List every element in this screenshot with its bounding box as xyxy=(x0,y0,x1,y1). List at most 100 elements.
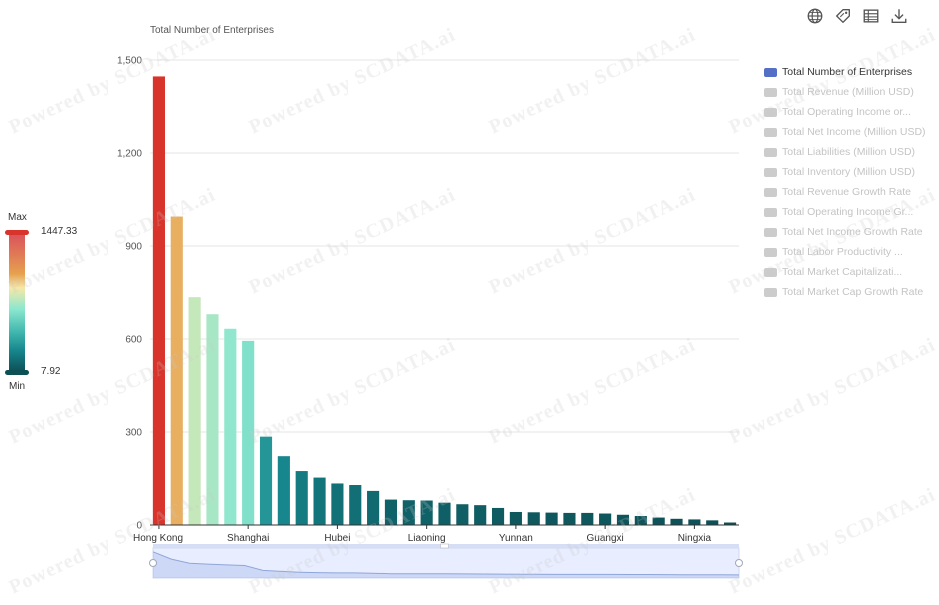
x-tick-label: Liaoning xyxy=(408,533,446,544)
legend-item[interactable]: Total Net Income (Million USD) xyxy=(764,122,926,142)
bar[interactable] xyxy=(545,512,558,525)
zoom-area xyxy=(153,551,739,578)
bar[interactable] xyxy=(563,512,576,525)
bar[interactable] xyxy=(491,507,505,525)
bar[interactable] xyxy=(331,483,344,525)
bar-series[interactable] xyxy=(152,76,737,526)
legend-item[interactable]: Total Net Income Growth Rate xyxy=(764,222,926,242)
bar[interactable] xyxy=(367,490,380,525)
zoom-left-handle[interactable] xyxy=(149,559,157,567)
visual-map: Max 1447.33 7.92 Min xyxy=(0,210,80,400)
tag-icon[interactable] xyxy=(833,6,853,26)
legend-swatch xyxy=(764,227,777,237)
visual-map-min-label: Min xyxy=(9,381,26,392)
bar[interactable] xyxy=(438,502,451,525)
bar[interactable] xyxy=(384,499,398,525)
bar[interactable] xyxy=(152,76,165,526)
legend-item[interactable]: Total Labor Productivity ... xyxy=(764,242,926,262)
legend-item[interactable]: Total Revenue (Million USD) xyxy=(764,82,926,102)
x-tick-label: Hong Kong xyxy=(133,533,183,544)
globe-icon[interactable] xyxy=(805,6,825,26)
bar[interactable] xyxy=(634,516,647,525)
bar[interactable] xyxy=(313,477,326,525)
legend-swatch xyxy=(764,187,777,197)
legend-item[interactable]: Total Market Capitalizati... xyxy=(764,262,926,282)
legend-label: Total Inventory (Million USD) xyxy=(782,166,916,178)
bar[interactable] xyxy=(277,456,290,525)
legend-label: Total Number of Enterprises xyxy=(782,66,913,78)
legend-item[interactable]: Total Operating Income Gr... xyxy=(764,202,926,222)
bar[interactable] xyxy=(242,340,255,525)
legend-label: Total Operating Income Gr... xyxy=(782,206,914,218)
y-tick-label: 1,200 xyxy=(117,149,142,160)
data-zoom-slider[interactable] xyxy=(149,543,743,579)
legend-swatch xyxy=(764,147,777,157)
x-tick-label: Yunnan xyxy=(499,533,533,544)
bar[interactable] xyxy=(456,504,469,525)
legend-swatch xyxy=(764,67,777,77)
grid-lines xyxy=(150,59,739,526)
bar[interactable] xyxy=(509,511,522,525)
legend-label: Total Market Capitalizati... xyxy=(782,266,903,278)
legend-label: Total Net Income Growth Rate xyxy=(782,226,923,238)
legend-label: Total Net Income (Million USD) xyxy=(782,126,926,138)
legend-item[interactable]: Total Liabilities (Million USD) xyxy=(764,142,926,162)
x-axis: Hong Kong Shanghai Hubei Liaoning Yunnan Guan… xyxy=(133,524,739,544)
bar[interactable] xyxy=(599,513,612,525)
zoom-window[interactable] xyxy=(152,547,740,579)
legend-label: Total Liabilities (Million USD) xyxy=(782,146,916,158)
download-icon[interactable] xyxy=(889,6,909,26)
legend-swatch xyxy=(764,127,777,137)
legend-swatch xyxy=(764,167,777,177)
y-tick-label: 900 xyxy=(125,242,142,253)
legend-item[interactable]: Total Number of Enterprises xyxy=(764,62,926,82)
y-tick-label: 600 xyxy=(125,335,142,346)
bar[interactable] xyxy=(652,517,665,525)
bar[interactable] xyxy=(206,314,219,525)
legend-label: Total Labor Productivity ... xyxy=(782,246,903,258)
bar[interactable] xyxy=(527,512,540,525)
bar[interactable] xyxy=(616,514,630,525)
legend-item[interactable]: Total Operating Income or... xyxy=(764,102,926,122)
visual-map-min-handle[interactable] xyxy=(5,370,29,375)
legend-label: Total Revenue (Million USD) xyxy=(782,86,914,98)
table-icon[interactable] xyxy=(861,6,881,26)
x-tick-label: Shanghai xyxy=(227,533,269,544)
bar[interactable] xyxy=(188,297,201,525)
zoom-move-handle[interactable] xyxy=(440,543,449,549)
bar[interactable] xyxy=(688,519,701,525)
bar[interactable] xyxy=(670,518,683,525)
legend-swatch xyxy=(764,287,777,297)
bar[interactable] xyxy=(224,328,237,525)
y-tick-label: 0 xyxy=(136,521,142,532)
legend-label: Total Market Cap Growth Rate xyxy=(782,286,924,298)
chart-title: Total Number of Enterprises xyxy=(150,25,274,36)
y-tick-label: 1,500 xyxy=(117,56,142,67)
zoom-right-handle[interactable] xyxy=(735,559,743,567)
bar[interactable] xyxy=(706,520,719,525)
bar[interactable] xyxy=(420,500,433,525)
bar[interactable] xyxy=(170,216,183,526)
legend-item[interactable]: Total Inventory (Million USD) xyxy=(764,162,926,182)
visual-map-max-value: 1447.33 xyxy=(41,226,78,237)
zoom-line xyxy=(152,551,740,576)
x-tick-label: Guangxi xyxy=(587,533,624,544)
legend-label: Total Revenue Growth Rate xyxy=(782,186,911,198)
legend-label: Total Operating Income or... xyxy=(782,106,911,118)
legend-swatch xyxy=(764,87,777,97)
bar[interactable] xyxy=(349,485,362,525)
bar[interactable] xyxy=(295,471,308,525)
legend-item[interactable]: Total Market Cap Growth Rate xyxy=(764,282,926,302)
legend-swatch xyxy=(764,267,777,277)
chart-toolbar xyxy=(805,6,909,26)
bar[interactable] xyxy=(474,505,487,525)
bar[interactable] xyxy=(724,522,737,525)
bar[interactable] xyxy=(402,500,415,525)
visual-map-max-label: Max xyxy=(8,212,27,223)
bar[interactable] xyxy=(581,512,594,525)
legend-item[interactable]: Total Revenue Growth Rate xyxy=(764,182,926,202)
visual-map-max-handle[interactable] xyxy=(5,230,29,235)
y-axis: 0 300 600 900 1,200 1,500 xyxy=(117,56,142,532)
bar[interactable] xyxy=(259,436,273,525)
